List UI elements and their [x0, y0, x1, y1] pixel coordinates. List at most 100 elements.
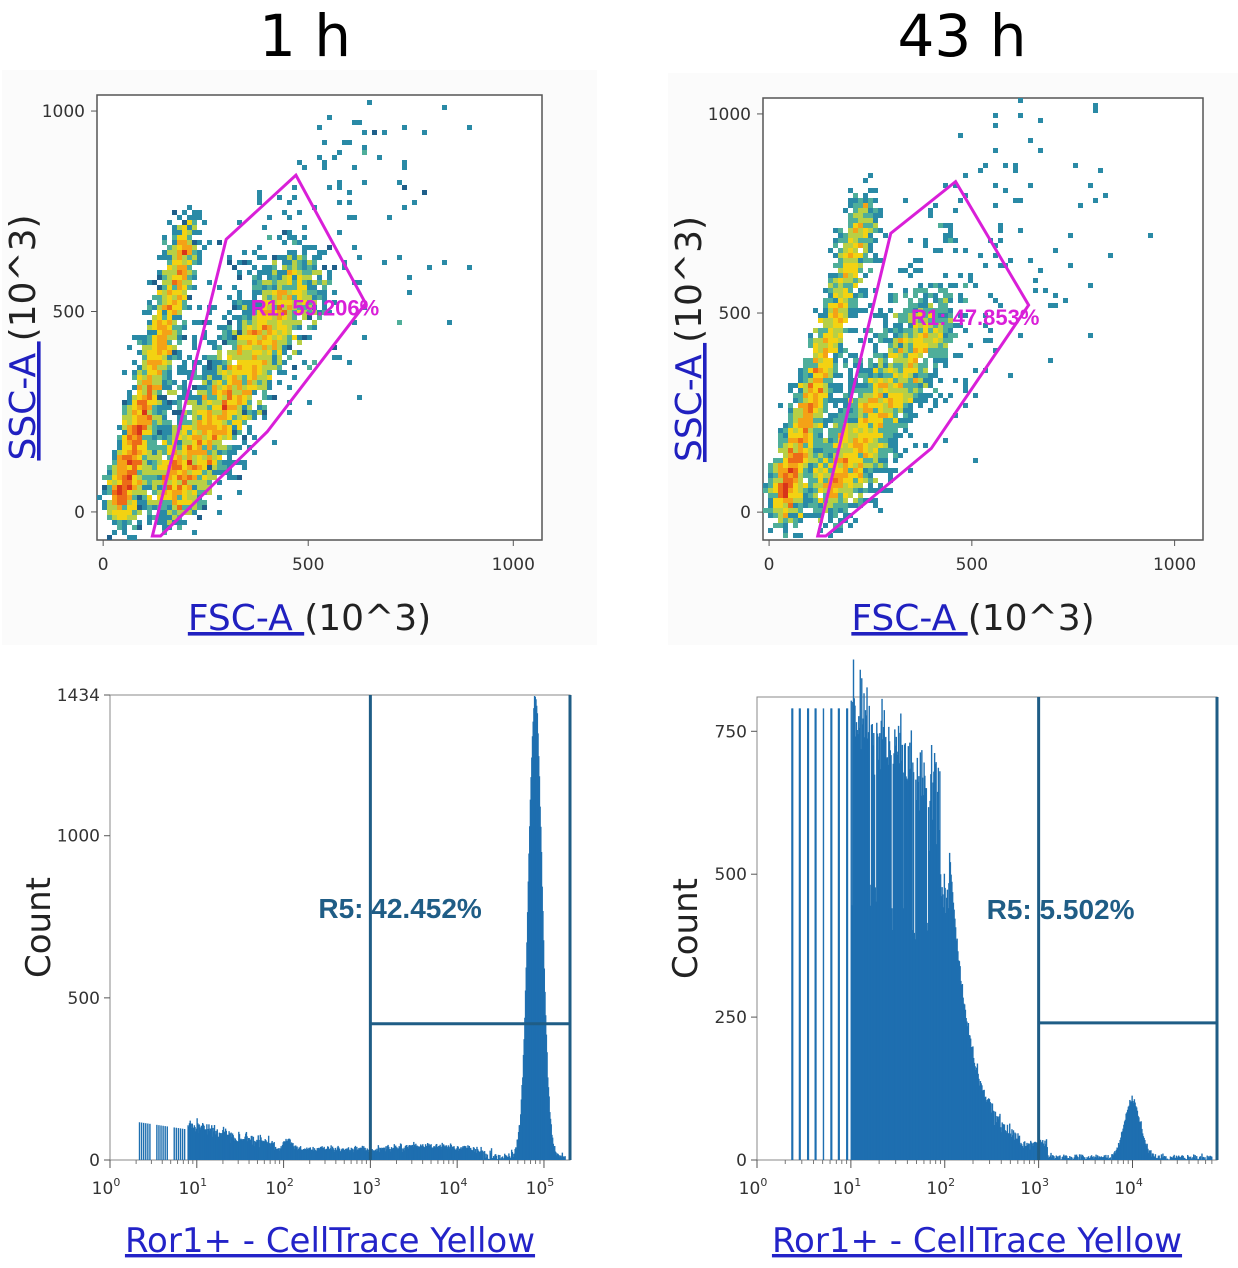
density-cell — [122, 455, 127, 460]
density-cell — [297, 340, 302, 345]
density-cell — [242, 345, 247, 350]
density-cell — [147, 485, 152, 490]
density-cell — [297, 320, 302, 325]
density-cell — [192, 505, 197, 510]
density-cell — [267, 375, 272, 380]
density-cell — [843, 513, 848, 518]
density-cell — [803, 468, 808, 473]
density-cell — [948, 338, 953, 343]
density-cell — [878, 433, 883, 438]
density-cell — [442, 260, 447, 265]
density-cell — [182, 280, 187, 285]
density-cell — [888, 473, 893, 478]
density-cell — [853, 298, 858, 303]
y-axis-label-unit: (10^3) — [3, 214, 44, 341]
density-cell — [132, 470, 137, 475]
density-cell — [783, 438, 788, 443]
density-cell — [192, 485, 197, 490]
density-cell — [943, 303, 948, 308]
density-cell — [247, 330, 252, 335]
density-cell — [778, 403, 783, 408]
density-cell — [177, 245, 182, 250]
density-cell — [783, 493, 788, 498]
density-cell — [152, 355, 157, 360]
density-cell — [152, 500, 157, 505]
density-cell — [242, 320, 247, 325]
density-cell — [878, 308, 883, 313]
density-cell — [207, 370, 212, 375]
density-cell — [828, 248, 833, 253]
x-tick-exp: 2 — [948, 1176, 955, 1189]
density-cell — [157, 395, 162, 400]
density-cell — [848, 433, 853, 438]
density-cell — [818, 318, 823, 323]
density-cell — [818, 478, 823, 483]
y-tick-label: 750 — [715, 722, 747, 742]
density-cell — [943, 183, 948, 188]
density-cell — [257, 195, 262, 200]
density-cell — [197, 240, 202, 245]
density-cell — [232, 305, 237, 310]
density-cell — [848, 523, 853, 528]
density-cell — [863, 328, 868, 333]
density-cell — [838, 473, 843, 478]
density-cell — [247, 310, 252, 315]
x-tick-exp: 0 — [760, 1176, 767, 1189]
density-cell — [172, 250, 177, 255]
density-cell — [893, 393, 898, 398]
density-cell — [227, 430, 232, 435]
density-cell — [778, 503, 783, 508]
density-cell — [307, 260, 312, 265]
density-cell — [192, 410, 197, 415]
density-cell — [893, 428, 898, 433]
density-cell — [923, 393, 928, 398]
density-cell — [122, 505, 127, 510]
density-cell — [868, 448, 873, 453]
density-cell — [262, 270, 267, 275]
density-cell — [212, 395, 217, 400]
density-cell — [192, 425, 197, 430]
density-cell — [898, 328, 903, 333]
density-cell — [182, 385, 187, 390]
density-cell — [112, 520, 117, 525]
density-cell — [833, 508, 838, 513]
density-cell — [848, 453, 853, 458]
density-cell — [948, 393, 953, 398]
density-cell — [858, 413, 863, 418]
density-cell — [182, 520, 187, 525]
density-cell — [868, 458, 873, 463]
density-cell — [102, 505, 107, 510]
density-cell — [893, 368, 898, 373]
density-cell — [137, 400, 142, 405]
density-cell — [853, 448, 858, 453]
density-cell — [788, 448, 793, 453]
density-cell — [252, 350, 257, 355]
density-cell — [833, 523, 838, 528]
density-cell — [768, 473, 773, 478]
density-cell — [312, 280, 317, 285]
density-cell — [823, 443, 828, 448]
density-cell — [948, 233, 953, 238]
density-cell — [778, 523, 783, 528]
density-cell — [282, 360, 287, 365]
density-cell — [192, 345, 197, 350]
density-cell — [973, 283, 978, 288]
density-cell — [177, 465, 182, 470]
density-cell — [297, 325, 302, 330]
density-cell — [147, 465, 152, 470]
density-cell — [853, 388, 858, 393]
density-cell — [317, 275, 322, 280]
density-cell — [242, 315, 247, 320]
density-cell — [808, 338, 813, 343]
density-cell — [167, 500, 172, 505]
density-cell — [142, 465, 147, 470]
density-cell — [217, 405, 222, 410]
density-cell — [322, 265, 327, 270]
density-cell — [808, 428, 813, 433]
density-cell — [167, 450, 172, 455]
density-cell — [908, 383, 913, 388]
density-cell — [878, 448, 883, 453]
density-cell — [147, 305, 152, 310]
density-cell — [177, 525, 182, 530]
density-cell — [788, 483, 793, 488]
